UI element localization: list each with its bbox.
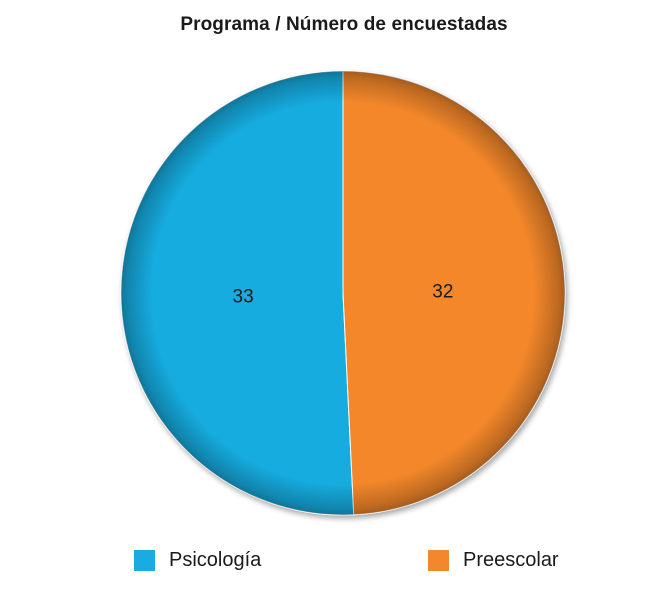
pie-data-label-1: 32 <box>432 282 453 303</box>
legend-item-psicologia: Psicología <box>134 549 261 572</box>
legend-swatch-psicologia <box>134 550 155 571</box>
legend-label-preescolar: Preescolar <box>463 549 559 571</box>
pie-data-label-0: 33 <box>233 286 254 307</box>
legend-item-preescolar: Preescolar <box>428 549 559 572</box>
legend-swatch-preescolar <box>428 550 449 571</box>
chart-title: Programa / Número de encuestadas <box>180 14 508 35</box>
legend-label-psicologia: Psicología <box>169 549 262 571</box>
pie-bevel-overlay <box>121 71 565 515</box>
